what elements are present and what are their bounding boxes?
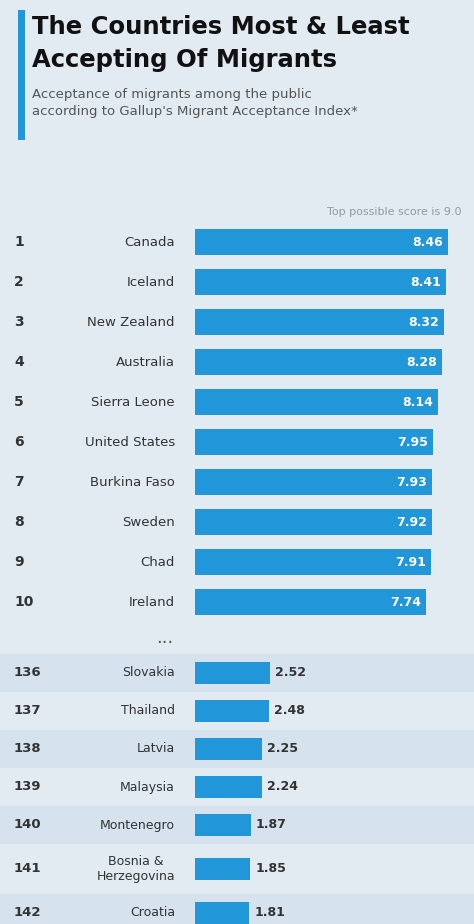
Bar [195,349,443,375]
Text: 8.41: 8.41 [410,275,441,288]
Bar [0,654,474,692]
Bar [195,662,270,684]
Bar [195,700,269,722]
Bar [195,814,251,836]
Text: Montenegro: Montenegro [100,819,175,832]
Text: 8.46: 8.46 [412,236,443,249]
Text: 1.81: 1.81 [254,906,285,919]
Bar [0,730,474,768]
Bar [195,858,250,880]
Text: 138: 138 [14,743,42,756]
Text: 7.91: 7.91 [395,555,427,568]
Bar [195,469,432,495]
Bar [195,309,444,335]
Bar [195,589,426,615]
Text: 2.52: 2.52 [275,666,306,679]
Text: 7.93: 7.93 [396,476,427,489]
Text: 9: 9 [14,555,24,569]
Bar [195,509,432,535]
Text: 136: 136 [14,666,42,679]
Bar [195,389,438,415]
Text: 3: 3 [14,315,24,329]
Text: 5: 5 [14,395,24,409]
Text: 7: 7 [14,475,24,489]
Bar [0,768,474,806]
Text: 8.28: 8.28 [407,356,438,369]
Text: Malaysia: Malaysia [120,781,175,794]
Text: New Zealand: New Zealand [88,315,175,329]
Text: 2: 2 [14,275,24,289]
Text: ...: ... [156,629,173,647]
Text: Accepting Of Migrants: Accepting Of Migrants [32,48,337,72]
Text: 7.95: 7.95 [397,435,428,448]
Bar [0,692,474,730]
Text: Top possible score is 9.0: Top possible score is 9.0 [328,207,462,217]
Text: Burkina Faso: Burkina Faso [90,476,175,489]
Text: 8.14: 8.14 [402,395,433,408]
Text: Canada: Canada [124,236,175,249]
Text: 139: 139 [14,781,42,794]
Text: 8.32: 8.32 [408,315,438,329]
Bar [195,738,262,760]
Bar [195,776,262,798]
Text: The Countries Most & Least: The Countries Most & Least [32,15,410,39]
Text: 1.87: 1.87 [256,819,287,832]
Bar [195,902,249,924]
Text: 140: 140 [14,819,42,832]
Text: 2.25: 2.25 [267,743,298,756]
Text: Croatia: Croatia [130,906,175,919]
Text: 2.48: 2.48 [274,704,305,718]
Text: Iceland: Iceland [127,275,175,288]
Bar [195,549,431,575]
Text: 2.24: 2.24 [267,781,298,794]
Text: 1: 1 [14,235,24,249]
Bar [195,429,433,455]
Text: 8: 8 [14,515,24,529]
Bar [18,10,25,140]
Text: Slovakia: Slovakia [122,666,175,679]
Text: Sweden: Sweden [122,516,175,529]
Text: Acceptance of migrants among the public
according to Gallup's Migrant Acceptance: Acceptance of migrants among the public … [32,88,358,118]
Text: 7.92: 7.92 [396,516,427,529]
Text: Australia: Australia [116,356,175,369]
Text: Ireland: Ireland [129,595,175,609]
Text: 6: 6 [14,435,24,449]
Text: 4: 4 [14,355,24,369]
Text: Chad: Chad [141,555,175,568]
Text: Latvia: Latvia [137,743,175,756]
Bar [0,806,474,844]
Text: 142: 142 [14,906,42,919]
Text: 7.74: 7.74 [391,595,421,609]
Text: 137: 137 [14,704,42,718]
Bar [0,844,474,894]
Bar [0,894,474,924]
Text: 141: 141 [14,862,42,876]
Text: Thailand: Thailand [121,704,175,718]
Text: 1.85: 1.85 [255,862,286,876]
Text: Bosnia &
Herzegovina: Bosnia & Herzegovina [96,855,175,883]
Text: 10: 10 [14,595,33,609]
Text: Sierra Leone: Sierra Leone [91,395,175,408]
Text: United States: United States [85,435,175,448]
Bar [195,269,447,295]
Bar [195,229,448,255]
